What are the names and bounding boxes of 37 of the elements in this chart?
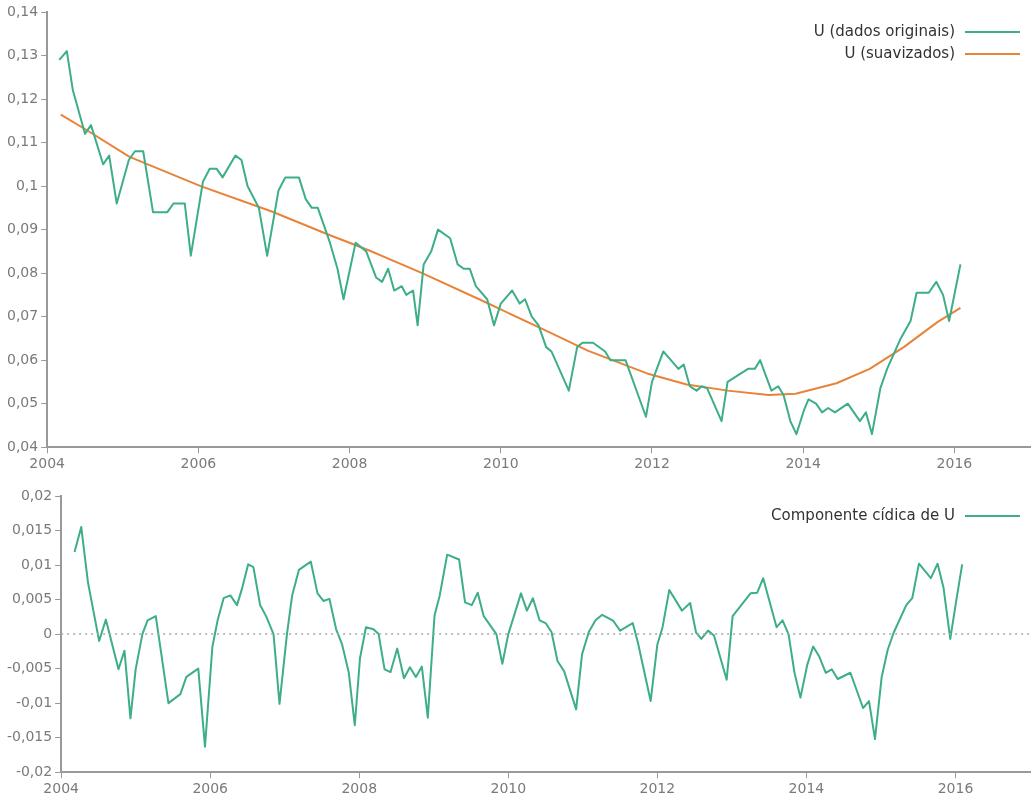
x-tick-label: 2014 (788, 780, 825, 797)
legend-label: U (suavizados) (844, 43, 955, 62)
legend-label: U (dados originais) (813, 21, 955, 40)
y-tick-label: 0,13 (7, 46, 39, 63)
x-tick-label: 2010 (482, 455, 519, 472)
y-tick-label: 0,11 (7, 133, 39, 150)
y-tick-label: -0,005 (6, 659, 53, 676)
x-tick-label: 2016 (936, 455, 973, 472)
y-tick-label: 0,12 (7, 89, 39, 106)
y-tick-label: 0,05 (7, 394, 39, 411)
y-tick-label: 0 (43, 624, 53, 641)
y-tick-label: 0,02 (20, 486, 53, 503)
x-tick-label: 2008 (341, 780, 378, 797)
x-tick-label: 2006 (192, 780, 229, 797)
y-tick-label: 0,1 (15, 176, 39, 193)
legend-label: Componente cídica de U (771, 505, 955, 524)
x-tick-label: 2004 (43, 780, 80, 797)
x-tick-label: 2010 (490, 780, 527, 797)
y-tick-label: 0,08 (7, 263, 39, 280)
x-tick-label: 2016 (937, 780, 974, 797)
x-tick-label: 2004 (29, 455, 66, 472)
y-tick-label: 0,015 (12, 521, 53, 538)
x-tick-label: 2014 (785, 455, 822, 472)
y-tick-label: 0,04 (7, 437, 39, 454)
y-tick-label: -0,01 (15, 693, 53, 710)
x-tick-label: 2008 (331, 455, 368, 472)
y-tick-label: 0,06 (7, 350, 39, 367)
x-tick-label: 2012 (634, 455, 670, 472)
y-tick-label: 0,07 (7, 307, 39, 324)
y-tick-label: 0,09 (7, 220, 39, 237)
y-tick-label: 0,14 (7, 2, 39, 19)
y-tick-label: 0,005 (12, 590, 53, 607)
y-tick-label: -0,02 (15, 762, 53, 779)
x-tick-label: 2006 (180, 455, 217, 472)
y-tick-label: 0,01 (20, 555, 53, 572)
y-tick-label: -0,015 (6, 728, 53, 745)
x-tick-label: 2012 (639, 780, 676, 797)
